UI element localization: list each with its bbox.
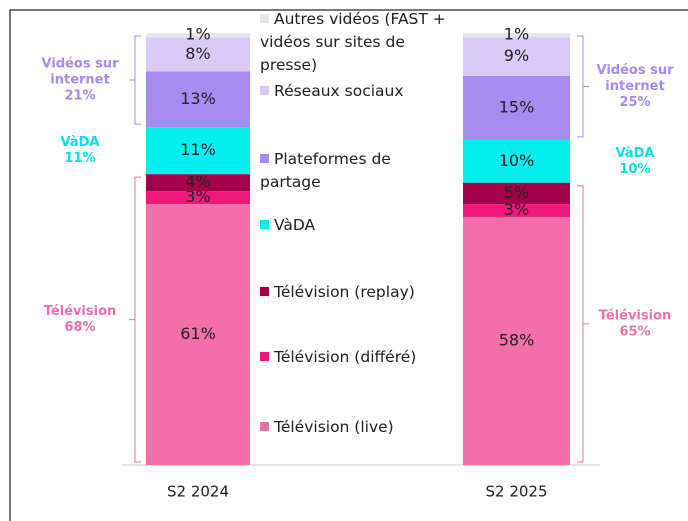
frame: [9, 9, 688, 521]
legend-label: VàDA: [274, 216, 316, 234]
group-label: internet: [50, 73, 109, 88]
value-label: 15%: [499, 97, 535, 116]
group-label: Télévision: [44, 304, 117, 319]
group-label: 11%: [64, 151, 95, 166]
value-label: 5%: [504, 183, 529, 202]
legend-item: Plateformes de partage: [260, 148, 452, 194]
group-label: 10%: [619, 162, 650, 177]
legend-label: Autres vidéos (FAST + vidéos sur sites d…: [260, 10, 446, 74]
group-label: 21%: [64, 89, 95, 104]
bar-segment: [463, 182, 570, 205]
group-label: internet: [605, 79, 664, 94]
bar-segment: [146, 174, 250, 192]
bar-segment: [463, 216, 570, 465]
legend-item: Télévision (live): [260, 416, 452, 439]
value-label: 61%: [180, 324, 216, 343]
legend-label: Télévision (différé): [274, 348, 417, 366]
value-label: 3%: [504, 200, 529, 219]
legend-item: Réseaux sociaux: [260, 80, 452, 103]
bracket: [129, 35, 141, 125]
group-label: VàDA: [616, 146, 655, 161]
group-label: 25%: [619, 95, 650, 110]
x-tick-label: S2 2024: [167, 483, 229, 501]
bracket: [577, 35, 589, 138]
group-label: VàDA: [61, 135, 100, 150]
bracket: [129, 176, 141, 463]
legend-swatch: [260, 86, 269, 95]
legend-label: Plateformes de partage: [260, 150, 391, 191]
legend-swatch: [260, 352, 269, 361]
legend-item: VàDA: [260, 214, 452, 237]
group-label: 68%: [64, 320, 95, 335]
value-label: 58%: [499, 330, 535, 349]
bar-segment: [463, 75, 570, 140]
value-label: 13%: [180, 89, 216, 108]
legend-swatch: [260, 220, 269, 229]
value-label: 10%: [499, 151, 535, 170]
bar-segment: [463, 204, 570, 217]
legend-swatch: [260, 154, 269, 163]
bar-segment: [463, 139, 570, 183]
bar-segment: [146, 191, 250, 205]
value-label: 1%: [504, 25, 529, 44]
bar-segment: [463, 37, 570, 76]
bracket: [577, 185, 589, 463]
legend-label: Télévision (replay): [274, 283, 415, 301]
group-label: Télévision: [599, 308, 672, 323]
bar-segment: [146, 33, 250, 38]
value-label: 11%: [180, 140, 216, 159]
legend-item: Télévision (replay): [260, 281, 452, 304]
legend-label: Télévision (live): [274, 418, 394, 436]
legend-swatch: [260, 14, 269, 23]
legend-swatch: [260, 422, 269, 431]
value-label: 9%: [504, 46, 529, 65]
x-tick-label: S2 2025: [485, 483, 547, 501]
legend-swatch: [260, 287, 269, 296]
legend-item: Télévision (différé): [260, 346, 452, 369]
group-label: 65%: [619, 324, 650, 339]
bar-segment: [146, 71, 250, 128]
group-label: Vidéos sur: [596, 63, 674, 78]
bar-segment: [146, 37, 250, 72]
value-label: 3%: [185, 187, 210, 206]
value-label: 4%: [185, 172, 210, 191]
value-label: 1%: [185, 25, 210, 44]
legend-item: Autres vidéos (FAST + vidéos sur sites d…: [260, 8, 452, 77]
bar-segment: [146, 204, 250, 465]
group-label: Vidéos sur: [41, 57, 119, 72]
bar-segment: [463, 33, 570, 38]
bar-segment: [146, 127, 250, 175]
value-label: 8%: [185, 44, 210, 63]
legend-label: Réseaux sociaux: [274, 82, 404, 100]
